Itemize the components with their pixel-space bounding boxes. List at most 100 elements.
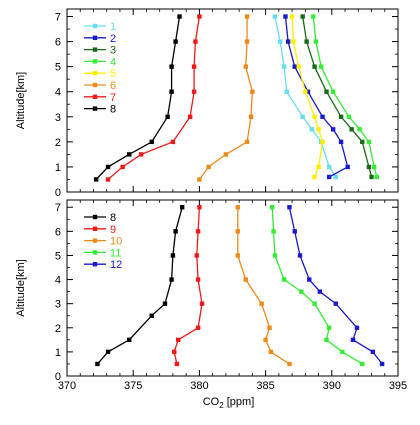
data-point — [346, 114, 352, 119]
data-point — [173, 229, 178, 234]
x-axis-label-unit: [ppm] — [224, 396, 255, 408]
legend-marker — [92, 82, 98, 88]
data-point — [317, 289, 323, 294]
y-tick-label: 5 — [55, 62, 61, 74]
y-axis-label: Altitude[km] — [15, 259, 27, 316]
legend-label: 7 — [110, 92, 116, 104]
data-point — [345, 164, 350, 170]
data-point — [324, 89, 329, 94]
y-tick-label: 3 — [55, 112, 61, 124]
data-point — [244, 14, 250, 19]
data-point — [194, 253, 199, 258]
data-point — [169, 277, 174, 282]
data-point — [330, 127, 336, 132]
series-8 — [95, 205, 185, 367]
series-8 — [93, 14, 182, 182]
series-line-11 — [271, 207, 363, 365]
data-point — [176, 337, 181, 343]
data-point — [303, 89, 308, 94]
data-point — [287, 361, 292, 367]
data-point — [197, 177, 202, 182]
legend-marker — [92, 214, 98, 220]
data-point — [340, 349, 345, 355]
y-tick-label: 6 — [55, 37, 61, 49]
data-point — [316, 164, 321, 170]
data-point — [326, 164, 332, 170]
data-point — [297, 253, 303, 258]
chart-panel-2: 370 375 380 385 390 39501234567Altitude[km]CO… — [15, 199, 407, 410]
data-point — [309, 127, 315, 132]
x-axis-label-subscript: 2 — [219, 401, 224, 410]
legend-label: 4 — [110, 56, 116, 68]
data-point — [307, 277, 312, 282]
y-tick-label: 1 — [55, 347, 61, 359]
x-tick-label: 375 — [124, 380, 142, 392]
data-point — [127, 337, 132, 343]
data-point — [191, 64, 197, 69]
data-point — [366, 164, 372, 170]
data-point — [93, 177, 99, 182]
legend-marker — [92, 250, 98, 255]
data-point — [311, 14, 316, 19]
legend-marker — [92, 262, 98, 267]
legend-label: 2 — [110, 33, 116, 45]
plot-frame — [66, 199, 399, 377]
data-point — [165, 114, 170, 119]
data-point — [312, 301, 317, 306]
data-point — [326, 174, 332, 180]
series-9 — [172, 205, 205, 367]
data-point — [350, 337, 356, 343]
data-point — [177, 14, 182, 19]
data-point — [172, 349, 177, 355]
series-12 — [287, 205, 385, 367]
data-point — [259, 301, 264, 306]
data-point — [360, 361, 365, 367]
data-point — [324, 337, 329, 343]
data-point — [320, 139, 325, 145]
data-point — [277, 39, 283, 44]
data-point — [304, 39, 309, 44]
data-point — [267, 325, 272, 330]
data-point — [197, 205, 202, 210]
legend-marker — [92, 238, 98, 243]
y-tick-label: 0 — [55, 187, 61, 199]
data-point — [197, 14, 202, 19]
data-point — [173, 39, 178, 44]
data-point — [195, 229, 201, 234]
series-2 — [283, 14, 350, 180]
data-point — [300, 14, 305, 19]
data-point — [292, 229, 297, 234]
data-point — [149, 313, 154, 318]
x-tick-label: 380 — [190, 380, 208, 392]
legend-label: 3 — [110, 45, 116, 57]
data-point — [270, 205, 275, 210]
data-point — [206, 164, 211, 170]
series-line-3 — [302, 16, 373, 178]
data-point — [300, 114, 305, 119]
legend-marker — [92, 23, 98, 29]
data-point — [292, 64, 297, 69]
data-point — [179, 205, 185, 210]
data-point — [360, 139, 365, 145]
data-point — [285, 39, 291, 44]
data-point — [281, 277, 287, 282]
data-point — [374, 174, 380, 180]
data-point — [326, 325, 332, 330]
data-point — [287, 205, 292, 210]
data-point — [312, 174, 317, 180]
legend-label: 6 — [110, 80, 116, 92]
data-point — [138, 152, 144, 157]
data-point — [272, 253, 278, 258]
legend-marker — [92, 106, 98, 111]
data-point — [379, 361, 385, 367]
data-point — [243, 64, 248, 69]
data-point — [320, 114, 325, 119]
data-point — [338, 139, 344, 145]
data-point — [305, 89, 311, 94]
data-point — [195, 277, 201, 282]
legend-marker — [92, 94, 98, 99]
data-point — [357, 127, 362, 132]
data-point — [319, 64, 324, 69]
